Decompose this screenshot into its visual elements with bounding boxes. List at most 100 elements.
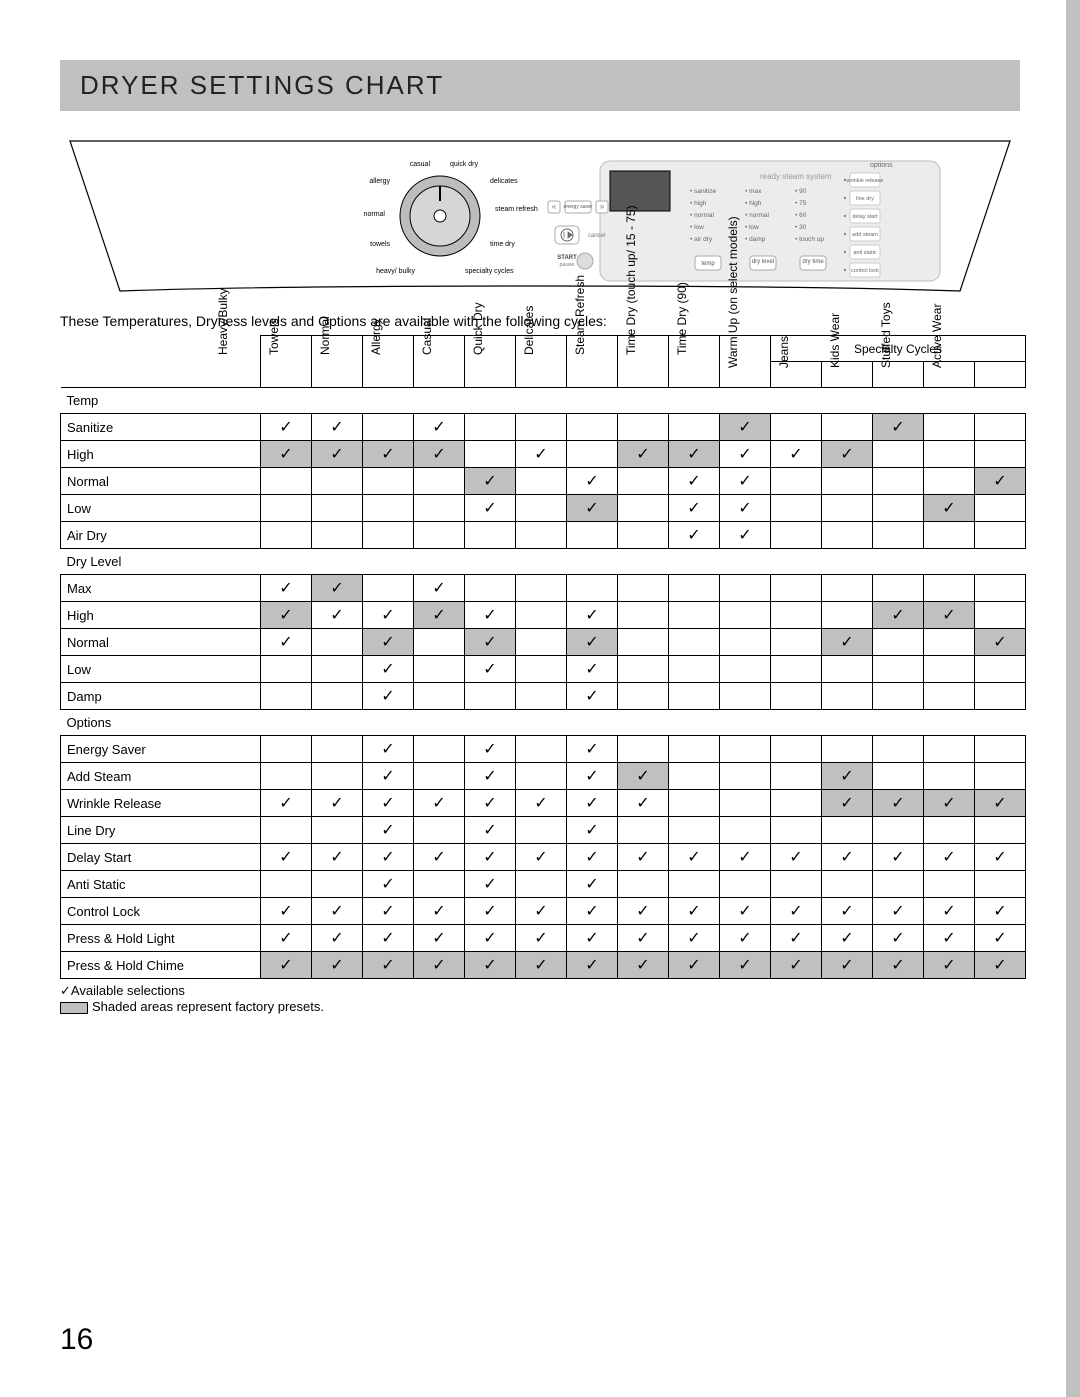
chart-cell <box>822 495 873 522</box>
svg-text:• 30: • 30 <box>795 224 807 231</box>
table-row: Max✓✓✓ <box>61 575 1026 602</box>
chart-cell <box>669 763 720 790</box>
chart-cell: ✓ <box>924 898 975 925</box>
chart-cell: ✓ <box>924 495 975 522</box>
column-header: Casual <box>420 215 434 355</box>
chart-cell: ✓ <box>720 495 771 522</box>
chart-cell <box>516 575 567 602</box>
chart-cell <box>465 575 516 602</box>
svg-text:control lock: control lock <box>851 268 879 274</box>
chart-cell <box>873 736 924 763</box>
chart-cell: ✓ <box>414 790 465 817</box>
chart-cell <box>771 790 822 817</box>
chart-cell <box>873 495 924 522</box>
chart-cell <box>516 602 567 629</box>
chart-cell: ✓ <box>261 844 312 871</box>
chart-cell <box>669 656 720 683</box>
svg-text:energy saver: energy saver <box>564 204 593 210</box>
chart-cell: ✓ <box>771 898 822 925</box>
chart-cell: ✓ <box>261 629 312 656</box>
chart-cell <box>873 871 924 898</box>
chart-cell: ✓ <box>261 602 312 629</box>
chart-cell: ✓ <box>414 925 465 952</box>
chart-cell: ✓ <box>567 736 618 763</box>
chart-cell: ✓ <box>363 898 414 925</box>
chart-cell: ✓ <box>771 441 822 468</box>
row-label: Air Dry <box>61 522 261 549</box>
chart-cell <box>720 629 771 656</box>
column-header: Stuffed Toys <box>879 228 893 368</box>
chart-cell: ✓ <box>261 925 312 952</box>
chart-cell: ✓ <box>975 925 1026 952</box>
chart-cell <box>720 736 771 763</box>
chart-cell <box>312 683 363 710</box>
chart-cell <box>822 575 873 602</box>
chart-cell: ✓ <box>924 952 975 979</box>
chart-cell <box>567 575 618 602</box>
chart-cell <box>924 441 975 468</box>
chart-cell <box>414 817 465 844</box>
chart-cell: ✓ <box>975 629 1026 656</box>
chart-cell: ✓ <box>975 790 1026 817</box>
chart-cell <box>975 656 1026 683</box>
section-label: Dry Level <box>61 549 1026 575</box>
chart-cell <box>312 522 363 549</box>
chart-cell <box>771 736 822 763</box>
chart-cell <box>720 817 771 844</box>
page-side-strip <box>1066 0 1080 1397</box>
chart-cell: ✓ <box>618 763 669 790</box>
chart-cell <box>771 656 822 683</box>
table-row: Air Dry✓✓ <box>61 522 1026 549</box>
chart-cell <box>822 414 873 441</box>
chart-cell <box>873 575 924 602</box>
chart-cell <box>771 414 822 441</box>
svg-text:• normal: • normal <box>690 212 715 219</box>
chart-cell <box>924 736 975 763</box>
chart-cell: ✓ <box>363 790 414 817</box>
row-label: Sanitize <box>61 414 261 441</box>
chart-cell: ✓ <box>822 629 873 656</box>
chart-cell <box>312 736 363 763</box>
chart-cell: ✓ <box>465 495 516 522</box>
chart-cell: ✓ <box>363 844 414 871</box>
table-row: Anti Static✓✓✓ <box>61 871 1026 898</box>
chart-cell: ✓ <box>414 844 465 871</box>
chart-cell <box>669 683 720 710</box>
chart-cell <box>516 656 567 683</box>
table-row: Press & Hold Chime✓✓✓✓✓✓✓✓✓✓✓✓✓✓✓ <box>61 952 1026 979</box>
chart-cell <box>669 871 720 898</box>
chart-cell <box>975 683 1026 710</box>
chart-cell <box>669 817 720 844</box>
chart-cell <box>924 414 975 441</box>
chart-cell: ✓ <box>465 629 516 656</box>
chart-cell <box>465 522 516 549</box>
cycle-dial <box>400 176 480 256</box>
chart-cell: ✓ <box>618 925 669 952</box>
svg-text:• low: • low <box>690 224 704 231</box>
chart-cell <box>873 683 924 710</box>
chart-cell: ✓ <box>873 898 924 925</box>
settings-chart-table: Heavy/BulkyTowelsNormalAllergyCasualQuic… <box>60 335 1026 979</box>
chart-cell <box>720 763 771 790</box>
chart-cell: ✓ <box>363 629 414 656</box>
chart-cell: ✓ <box>312 441 363 468</box>
svg-text:dry level: dry level <box>752 259 774 265</box>
chart-cell <box>771 683 822 710</box>
chart-cell: ✓ <box>567 925 618 952</box>
svg-text:delay start: delay start <box>852 214 878 220</box>
chart-cell: ✓ <box>771 925 822 952</box>
chart-cell: ✓ <box>363 441 414 468</box>
chart-cell <box>261 656 312 683</box>
chart-cell <box>924 871 975 898</box>
chart-cell: ✓ <box>363 871 414 898</box>
table-row: Normal✓✓✓✓✓✓ <box>61 629 1026 656</box>
chart-cell: ✓ <box>465 817 516 844</box>
chart-cell: ✓ <box>822 763 873 790</box>
table-row: Normal✓✓✓✓✓ <box>61 468 1026 495</box>
chart-cell: ✓ <box>465 925 516 952</box>
chart-cell <box>618 522 669 549</box>
chart-cell <box>873 817 924 844</box>
chart-cell: ✓ <box>363 925 414 952</box>
svg-text:options: options <box>870 162 893 169</box>
chart-cell: ✓ <box>261 790 312 817</box>
